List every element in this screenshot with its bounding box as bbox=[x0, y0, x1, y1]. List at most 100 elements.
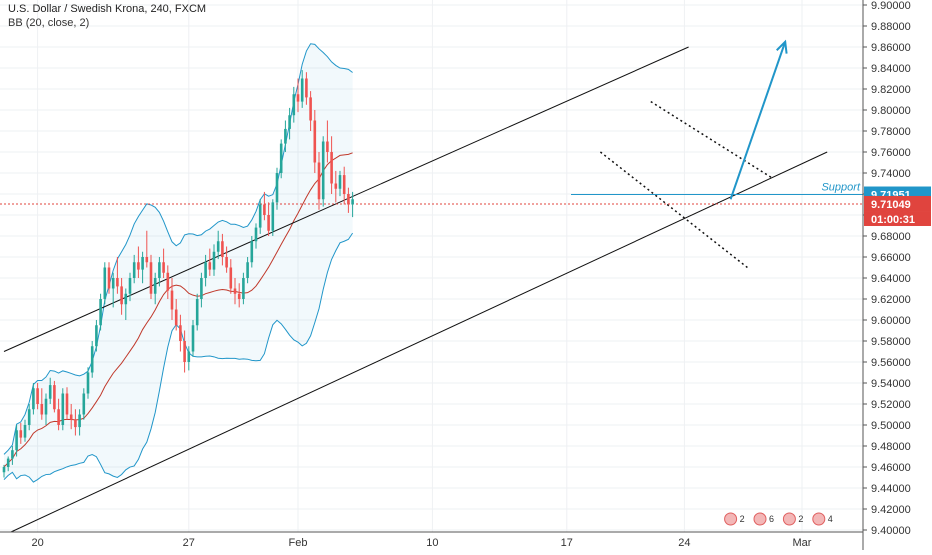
candle-body[interactable] bbox=[149, 262, 153, 294]
candle-body[interactable] bbox=[36, 388, 39, 404]
candle-body[interactable] bbox=[321, 141, 325, 200]
candle-body[interactable] bbox=[246, 262, 249, 278]
candle-body[interactable] bbox=[300, 78, 304, 102]
candle-body[interactable] bbox=[267, 215, 270, 231]
candle-body[interactable] bbox=[65, 393, 69, 415]
candle-body[interactable] bbox=[183, 341, 186, 362]
flag-upper-line[interactable] bbox=[650, 100, 773, 179]
candle-body[interactable] bbox=[258, 204, 262, 228]
candle-body[interactable] bbox=[292, 94, 296, 116]
candle-body[interactable] bbox=[242, 278, 245, 299]
candle-body[interactable] bbox=[128, 278, 132, 294]
candles[interactable] bbox=[2, 70, 354, 478]
indicator-label[interactable]: BB (20, close, 2) bbox=[8, 17, 90, 29]
event-flag-icon[interactable] bbox=[812, 512, 826, 526]
candle-body[interactable] bbox=[116, 278, 119, 287]
candle-body[interactable] bbox=[313, 120, 317, 163]
candle-body[interactable] bbox=[200, 278, 203, 299]
price-tick-label: 9.80000 bbox=[871, 105, 911, 117]
candle-body[interactable] bbox=[342, 175, 346, 194]
candle-body[interactable] bbox=[6, 458, 10, 467]
candle-body[interactable] bbox=[19, 430, 23, 438]
candle-body[interactable] bbox=[82, 393, 86, 415]
flag-lower-line[interactable] bbox=[599, 151, 748, 269]
candle-body[interactable] bbox=[279, 143, 283, 173]
candle-body[interactable] bbox=[187, 351, 191, 363]
candle-body[interactable] bbox=[27, 409, 31, 425]
candle-body[interactable] bbox=[174, 309, 178, 326]
candle-body[interactable] bbox=[288, 115, 291, 129]
event-flag-icon[interactable] bbox=[724, 512, 738, 526]
candle-body[interactable] bbox=[103, 267, 107, 300]
candle-body[interactable] bbox=[212, 251, 216, 270]
candle-body[interactable] bbox=[78, 414, 81, 428]
candle-body[interactable] bbox=[347, 194, 350, 205]
candle-body[interactable] bbox=[40, 404, 44, 415]
price-tick-label: 9.64000 bbox=[871, 273, 911, 285]
candle-body[interactable] bbox=[15, 430, 18, 451]
candle-body[interactable] bbox=[208, 262, 212, 270]
candle-body[interactable] bbox=[158, 262, 161, 278]
candle-body[interactable] bbox=[225, 257, 228, 268]
candle-body[interactable] bbox=[305, 78, 308, 98]
candle-body[interactable] bbox=[221, 241, 224, 257]
candle-body[interactable] bbox=[195, 299, 199, 326]
event-flag-icon[interactable] bbox=[753, 512, 767, 526]
candle-body[interactable] bbox=[2, 467, 6, 473]
candle-body[interactable] bbox=[296, 94, 300, 102]
candle-body[interactable] bbox=[330, 152, 333, 184]
candle-body[interactable] bbox=[250, 241, 254, 263]
candle-body[interactable] bbox=[153, 278, 157, 294]
candle-body[interactable] bbox=[61, 393, 65, 426]
candle-body[interactable] bbox=[309, 97, 312, 121]
candle-body[interactable] bbox=[23, 425, 27, 438]
candle-body[interactable] bbox=[111, 278, 115, 289]
candle-body[interactable] bbox=[338, 175, 342, 189]
candle-body[interactable] bbox=[275, 173, 279, 203]
trend-lines[interactable] bbox=[0, 46, 863, 536]
candle-body[interactable] bbox=[44, 398, 48, 415]
candle-body[interactable] bbox=[74, 419, 77, 428]
candle-body[interactable] bbox=[271, 202, 275, 231]
candle-body[interactable] bbox=[99, 299, 102, 326]
price-tick-label: 9.78000 bbox=[871, 126, 911, 138]
candle-body[interactable] bbox=[204, 262, 207, 278]
candle-body[interactable] bbox=[254, 227, 258, 242]
time-axis-bg bbox=[0, 532, 863, 550]
candle-body[interactable] bbox=[107, 267, 111, 289]
candle-body[interactable] bbox=[166, 272, 170, 291]
candle-body[interactable] bbox=[120, 286, 123, 305]
candle-body[interactable] bbox=[351, 199, 354, 205]
candle-body[interactable] bbox=[141, 257, 144, 270]
candle-body[interactable] bbox=[170, 290, 174, 310]
candle-body[interactable] bbox=[11, 450, 14, 459]
candle-body[interactable] bbox=[233, 288, 237, 294]
candle-body[interactable] bbox=[137, 262, 140, 270]
candle-body[interactable] bbox=[95, 325, 98, 347]
candle-body[interactable] bbox=[162, 262, 165, 273]
candle-body[interactable] bbox=[216, 241, 220, 252]
candle-body[interactable] bbox=[263, 204, 266, 216]
candle-body[interactable] bbox=[284, 128, 287, 144]
candle-body[interactable] bbox=[69, 414, 73, 420]
candle-body[interactable] bbox=[334, 183, 338, 189]
event-flag-icon[interactable] bbox=[782, 512, 796, 526]
candle-body[interactable] bbox=[90, 346, 94, 373]
candle-body[interactable] bbox=[132, 262, 136, 278]
candle-body[interactable] bbox=[179, 325, 182, 341]
candle-body[interactable] bbox=[145, 257, 149, 263]
candle-body[interactable] bbox=[191, 325, 195, 352]
candle-body[interactable] bbox=[317, 162, 321, 200]
candle-body[interactable] bbox=[237, 293, 241, 299]
candle-body[interactable] bbox=[326, 141, 329, 153]
candle-body[interactable] bbox=[32, 388, 35, 410]
candle-body[interactable] bbox=[48, 385, 52, 399]
candle-body[interactable] bbox=[53, 385, 56, 410]
channel-lower-line[interactable] bbox=[3, 151, 828, 536]
channel-upper-line[interactable] bbox=[3, 46, 689, 352]
candle-body[interactable] bbox=[124, 293, 128, 305]
candle-body[interactable] bbox=[86, 372, 90, 394]
candle-body[interactable] bbox=[57, 409, 60, 425]
candle-body[interactable] bbox=[229, 267, 233, 289]
